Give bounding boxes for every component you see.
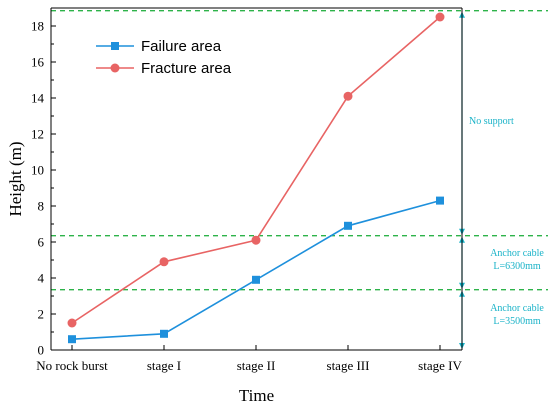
legend: Failure area Fracture area <box>96 38 232 77</box>
legend-label: Fracture area <box>141 60 232 77</box>
annotation-label: Anchor cable L=3500mm <box>490 303 544 327</box>
y-tick-label: 18 <box>31 19 44 34</box>
y-tick-label: 16 <box>31 55 45 70</box>
axes: 0 2 4 6 8 10 12 14 16 18 No rock burst stage I stage… <box>6 7 463 405</box>
annotation-line: L=6300mm <box>493 261 541 272</box>
x-tick-label: stage IV <box>418 358 462 373</box>
annotation-line: No support <box>469 116 514 127</box>
annotation-label: Anchor cable L=6300mm <box>490 248 544 272</box>
data-point <box>251 235 261 245</box>
legend-marker <box>110 63 120 73</box>
data-point <box>252 275 260 284</box>
x-tick-label: stage III <box>327 358 370 373</box>
x-tick-label: No rock burst <box>36 358 108 373</box>
annotation-line: L=3500mm <box>493 316 541 327</box>
y-tick-label: 12 <box>31 127 44 142</box>
data-point <box>160 329 168 338</box>
data-point <box>159 257 169 267</box>
y-tick-label: 0 <box>38 343 45 358</box>
annotation-label: No support <box>469 116 514 127</box>
legend-marker <box>111 42 119 50</box>
reference-lines <box>51 10 548 291</box>
y-tick-label: 6 <box>38 235 45 250</box>
x-axis-title: Time <box>239 386 274 405</box>
y-tick-label: 14 <box>31 91 45 106</box>
y-tick-label: 2 <box>38 307 45 322</box>
y-tick-label: 4 <box>38 271 45 286</box>
data-point <box>343 91 353 101</box>
annotation-line: Anchor cable <box>490 303 544 314</box>
x-tick-label: stage I <box>147 358 181 373</box>
y-tick-label: 8 <box>38 199 45 214</box>
series-line <box>71 199 441 340</box>
y-axis-title: Height (m) <box>6 141 25 216</box>
data-point <box>67 318 77 328</box>
legend-label: Failure area <box>141 38 222 55</box>
x-tick-label: stage II <box>237 358 276 373</box>
data-point <box>68 335 76 344</box>
data-point <box>435 12 445 22</box>
data-point <box>436 196 444 205</box>
data-point <box>344 221 352 230</box>
y-tick-label: 10 <box>31 163 44 178</box>
series-layer <box>67 12 445 344</box>
annotation-line: Anchor cable <box>490 248 544 259</box>
